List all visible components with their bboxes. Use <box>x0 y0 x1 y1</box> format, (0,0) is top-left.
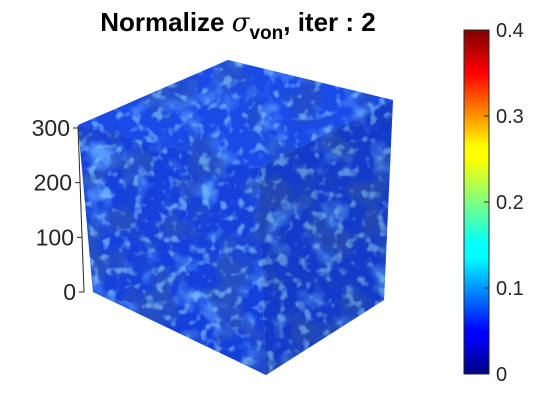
colorbar-tick-label-1: 0.1 <box>496 278 524 300</box>
title-suffix: , iter : 2 <box>283 7 375 37</box>
colorbar-tick-label-4: 0.4 <box>496 20 524 42</box>
cube-surface <box>78 60 393 375</box>
z-axis-line <box>77 125 85 293</box>
z-tick-label-100: 100 <box>36 224 74 250</box>
title-symbol: σ <box>232 8 251 38</box>
z-tick-label-0: 0 <box>63 279 76 305</box>
z-tick-label-200: 200 <box>34 170 72 196</box>
title-subscript: von <box>249 23 283 44</box>
title-prefix: Normalize <box>100 7 232 37</box>
cube-right-face <box>258 100 393 375</box>
z-tick-label-300: 300 <box>32 115 70 141</box>
chart-title: Normalize σvon, iter : 2 <box>100 7 376 44</box>
colorbar: 0 0.1 0.2 0.3 0.4 <box>463 20 524 386</box>
colorbar-tick-label-3: 0.3 <box>496 106 524 128</box>
colorbar-tick-label-2: 0.2 <box>496 192 524 214</box>
cube-top-face <box>78 60 393 168</box>
colorbar-tick-label-0: 0 <box>496 364 507 386</box>
cube-left-face <box>78 125 266 375</box>
z-axis: 0 100 200 300 <box>32 115 85 305</box>
